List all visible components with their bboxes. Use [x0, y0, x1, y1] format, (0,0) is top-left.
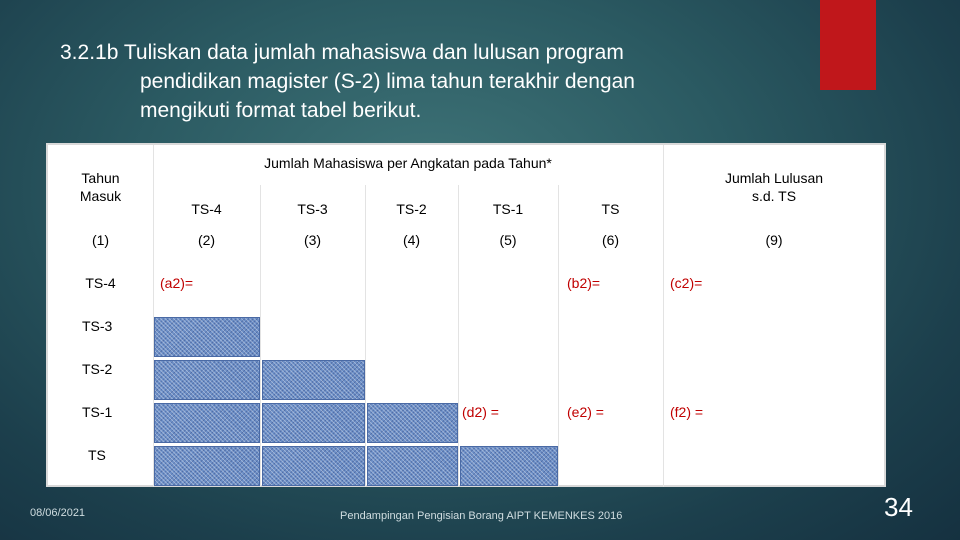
subheader-ts-1: TS-1 [492, 201, 524, 217]
hatched-cell [262, 360, 365, 400]
title-line-3: mengikuti format tabel berikut. [140, 99, 422, 122]
column-divider [663, 145, 664, 487]
cell-a2: (a2)= [160, 275, 194, 291]
column-divider [365, 185, 366, 487]
subheader-ts-4: TS-4 [191, 201, 222, 217]
slide-title: 3.2.1b Tuliskan data jumlah mahasiswa da… [60, 38, 780, 125]
red-accent-bar [820, 0, 876, 90]
hatched-cell [367, 403, 458, 443]
column-number: (4) [402, 232, 421, 248]
hatched-cell [154, 446, 260, 486]
header-tahun-masuk: Tahun Masuk [79, 170, 122, 204]
column-number: (5) [499, 232, 517, 248]
hatched-cell [154, 360, 260, 400]
cell-b2: (b2)= [567, 275, 601, 291]
cell-d2: (d2) = [462, 404, 499, 420]
hatched-cell [154, 403, 260, 443]
title-line-1: 3.2.1b Tuliskan data jumlah mahasiswa da… [60, 41, 624, 64]
hatched-cell [154, 317, 260, 357]
hatched-cell [367, 446, 458, 486]
column-number: (6) [601, 232, 620, 248]
data-table: Tahun Masuk Jumlah Mahasiswa per Angkata… [46, 143, 886, 487]
page-number: 34 [884, 492, 913, 522]
row-label-ts-4: TS-4 [85, 275, 116, 291]
column-divider [260, 185, 261, 487]
row-label-ts-3: TS-3 [82, 318, 113, 334]
header-jumlah-mahasiswa: Jumlah Mahasiswa per Angkatan pada Tahun… [264, 155, 552, 171]
column-number: (3) [303, 232, 322, 248]
hatched-cell [262, 446, 365, 486]
row-label-ts: TS [88, 447, 106, 463]
footer-caption: Pendampingan Pengisian Borang AIPT KEMEN… [340, 510, 623, 522]
column-number: (2) [197, 232, 216, 248]
title-line-2: pendidikan magister (S-2) lima tahun ter… [140, 70, 635, 93]
column-divider [558, 185, 559, 487]
cell-e2: (e2) = [567, 404, 604, 420]
header-jumlah-lulusan: Jumlah Lulusan s.d. TS [724, 170, 824, 204]
subheader-ts: TS [601, 201, 620, 217]
column-divider [153, 145, 154, 487]
hatched-cell [262, 403, 365, 443]
cell-c2: (c2)= [670, 275, 703, 291]
row-label-ts-1: TS-1 [82, 404, 113, 420]
cell-f2: (f2) = [670, 404, 704, 420]
hatched-cell [460, 446, 558, 486]
subheader-ts-3: TS-3 [297, 201, 328, 217]
row-label-ts-2: TS-2 [82, 361, 113, 377]
column-number: (9) [765, 232, 783, 248]
column-number: (1) [91, 232, 110, 248]
footer-date: 08/06/2021 [30, 507, 86, 519]
subheader-ts-2: TS-2 [396, 201, 427, 217]
column-divider [458, 185, 459, 487]
